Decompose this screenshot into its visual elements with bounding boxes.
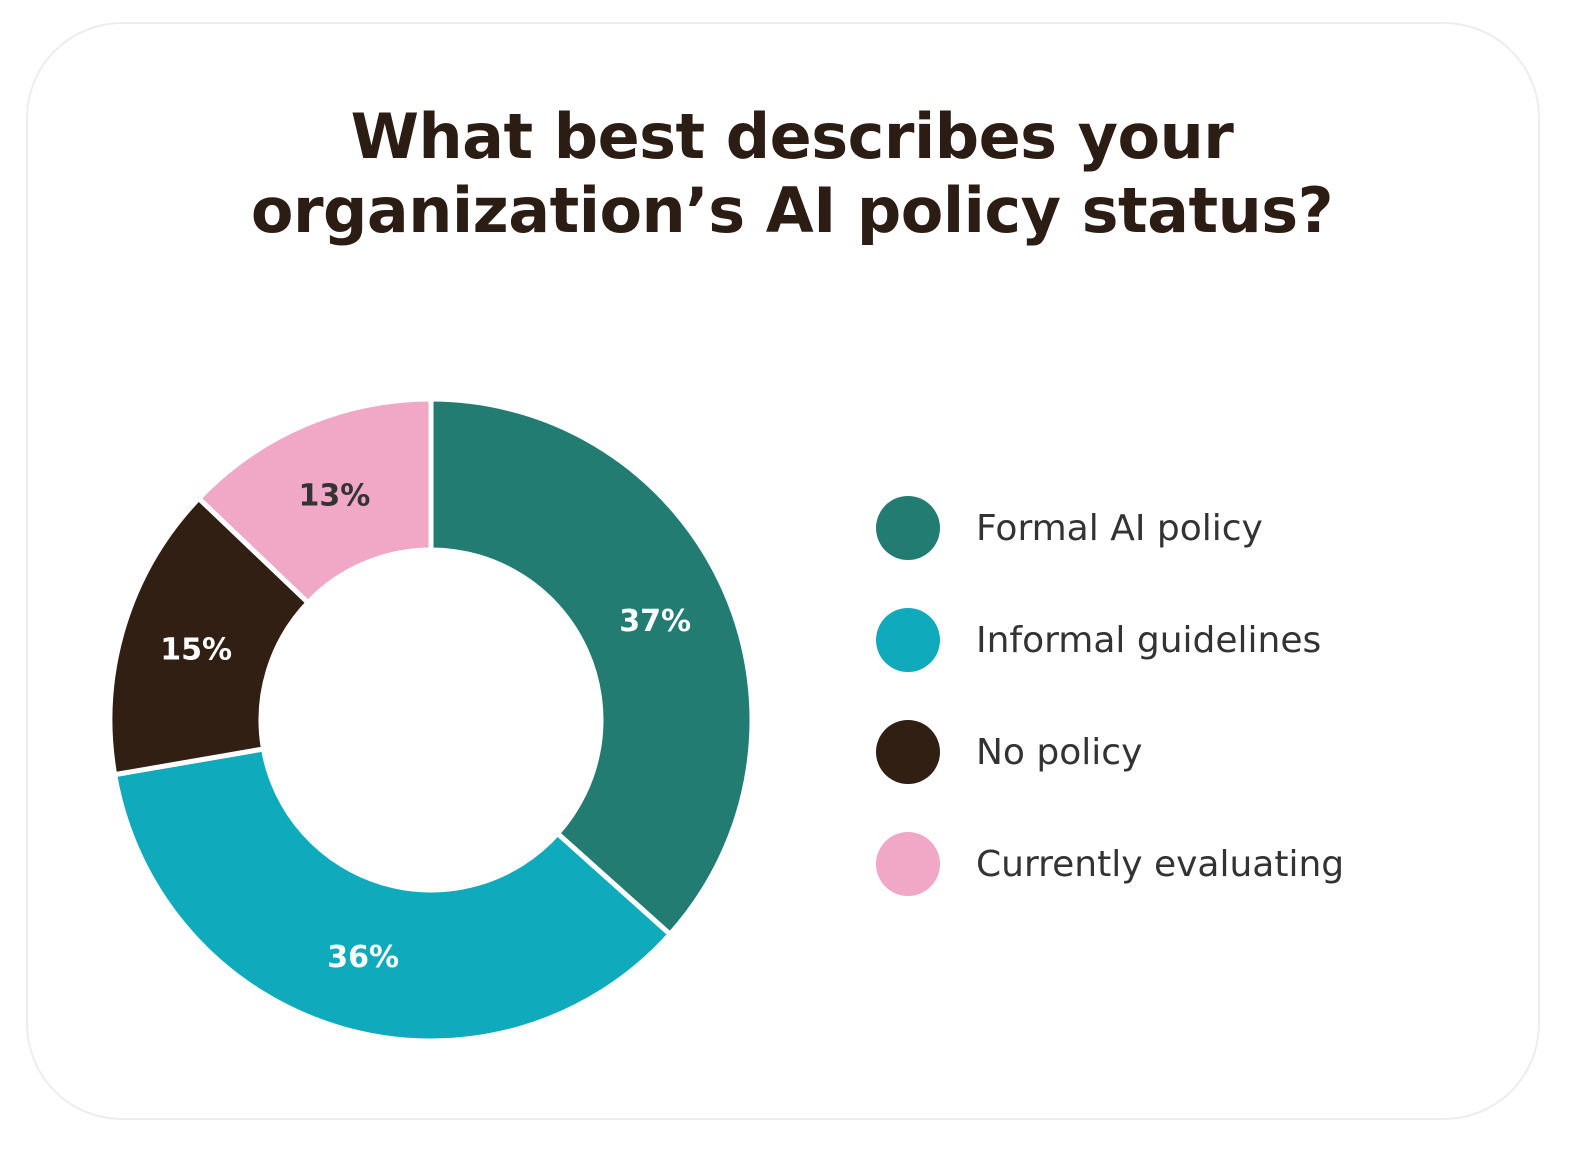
slice-formal-ai-policy <box>428 396 755 938</box>
legend-label: No policy <box>976 731 1143 773</box>
donut-slice-labels: 37% 36% 15% 13% <box>160 478 691 975</box>
slice-currently-evaluating <box>195 396 434 607</box>
chart-title-line-2: organization’s AI policy status? <box>250 174 1334 247</box>
legend-item-formal-ai-policy: Formal AI policy <box>876 495 1263 561</box>
slice-value-label: 13% <box>299 478 371 513</box>
chart-title-line-1: What best describes your <box>350 100 1234 173</box>
legend-swatch-icon <box>876 832 940 896</box>
legend-label: Informal guidelines <box>976 619 1322 661</box>
slice-value-label: 36% <box>327 940 399 975</box>
legend-item-no-policy: No policy <box>876 719 1142 785</box>
donut-slices <box>107 396 755 1044</box>
chart-title: What best describes your organization’s … <box>0 100 1584 248</box>
slice-no-policy <box>107 494 312 778</box>
legend-swatch-icon <box>876 496 940 560</box>
legend-swatch-icon <box>876 608 940 672</box>
legend-swatch-icon <box>876 720 940 784</box>
legend-label: Currently evaluating <box>976 843 1345 885</box>
legend-item-informal-guidelines: Informal guidelines <box>876 607 1321 673</box>
legend-item-currently-evaluating: Currently evaluating <box>876 831 1344 897</box>
slice-value-label: 37% <box>619 604 691 639</box>
legend-label: Formal AI policy <box>976 507 1263 549</box>
slice-value-label: 15% <box>160 633 232 668</box>
slice-informal-guidelines <box>111 746 674 1044</box>
